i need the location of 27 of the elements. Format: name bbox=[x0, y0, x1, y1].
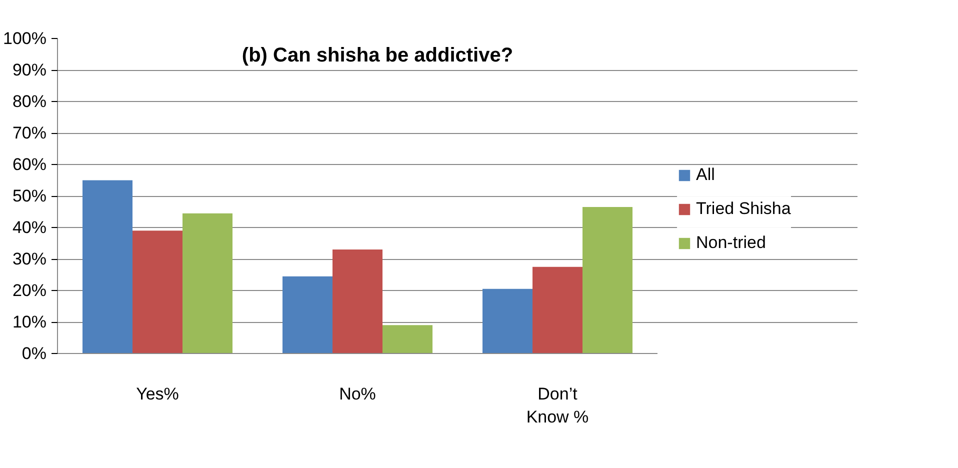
y-tick-label: 30% bbox=[12, 250, 47, 268]
bar bbox=[382, 325, 432, 354]
y-tick-label: 80% bbox=[12, 92, 47, 111]
y-tick-label: 70% bbox=[12, 124, 47, 142]
bar bbox=[582, 207, 632, 354]
bar bbox=[332, 250, 382, 354]
y-tick-label: 90% bbox=[12, 60, 47, 80]
bar bbox=[282, 276, 332, 354]
x-tick-label: Yes% bbox=[136, 384, 179, 404]
y-tick-label: 50% bbox=[12, 186, 47, 206]
x-tick-label: No% bbox=[339, 384, 376, 404]
y-tick-label: 10% bbox=[12, 312, 47, 332]
legend-label: Tried Shisha bbox=[696, 199, 791, 219]
bar bbox=[82, 180, 132, 354]
y-tick-label: 0% bbox=[22, 344, 47, 363]
y-tick-label: 60% bbox=[12, 155, 47, 174]
x-tick-label: Don’t Know % bbox=[526, 384, 589, 426]
bar bbox=[482, 288, 532, 354]
y-tick-label: 20% bbox=[12, 281, 47, 300]
legend-label: Non-tried bbox=[696, 233, 766, 253]
y-tick-label: 40% bbox=[12, 218, 47, 237]
bar bbox=[182, 213, 232, 354]
bar bbox=[132, 230, 182, 354]
legend-label: All bbox=[696, 165, 716, 185]
bar bbox=[532, 266, 582, 354]
y-tick-label: 100% bbox=[3, 29, 47, 48]
chart-title: (b) Can shisha be addictive? bbox=[242, 44, 514, 66]
